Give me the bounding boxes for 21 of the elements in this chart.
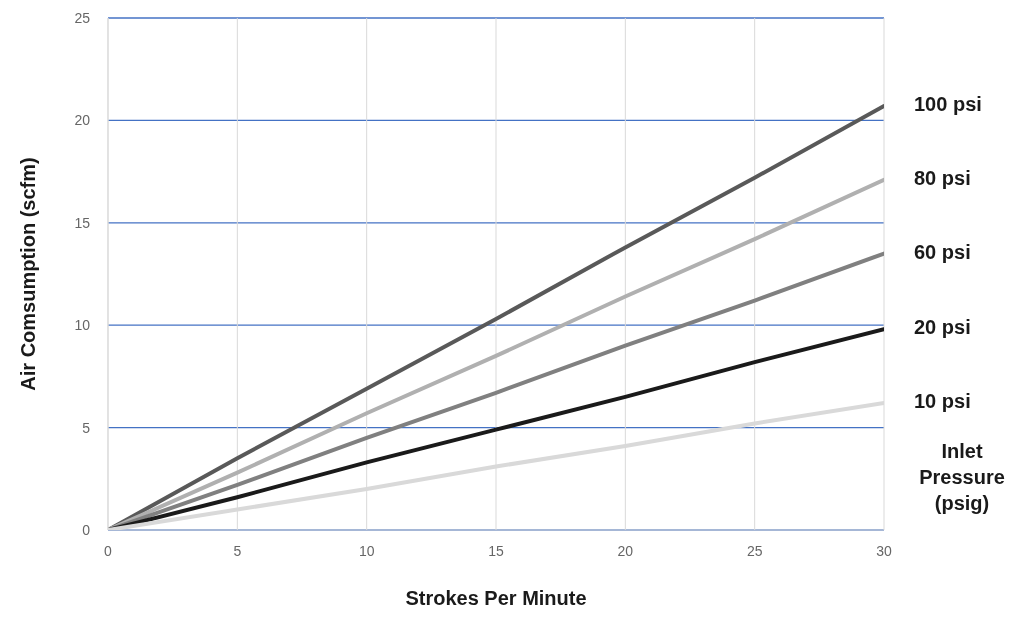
x-tick-label: 0 [104,542,113,559]
series-label: 100 psi [914,93,982,116]
series-label: 10 psi [914,390,971,413]
x-axis-title: Strokes Per Minute [405,587,587,609]
x-tick-label: 5 [233,542,242,559]
y-axis-title: Air Comsumption (scfm) [17,157,40,391]
x-tick-label: 30 [876,542,892,559]
y-tick-label: 25 [74,9,91,26]
y-tick-label: 10 [74,317,91,334]
y-tick-label: 0 [82,521,91,538]
series-label: 20 psi [914,316,971,339]
y-tick-label: 15 [74,214,91,231]
x-tick-label: 15 [488,542,504,559]
legend-title: Inlet Pressure (psig) [918,439,1006,516]
series-label: 80 psi [914,166,971,189]
y-tick-label: 5 [82,419,91,436]
x-tick-label: 10 [358,542,375,559]
series-label: 60 psi [914,240,971,263]
x-tick-label: 25 [746,542,763,559]
x-tick-label: 20 [617,542,634,559]
y-tick-label: 20 [74,112,91,129]
